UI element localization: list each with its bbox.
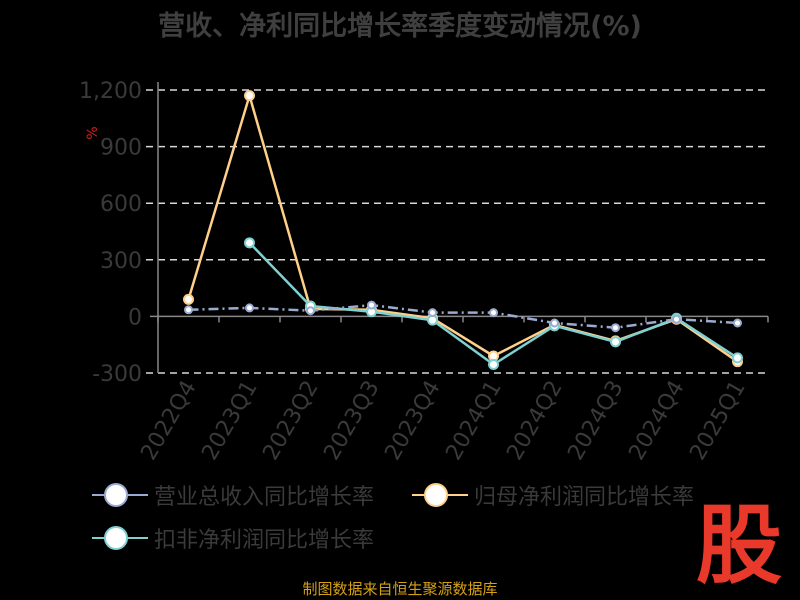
legend-item-deducted-profit[interactable]: 扣非净利润同比增长率: [92, 522, 374, 554]
legend-swatch-parent-profit-icon: [412, 483, 468, 507]
data-point: [611, 323, 620, 333]
legend-label-revenue: 营业总收入同比增长率: [154, 485, 375, 510]
legend-label-deducted-profit: 扣非净利润同比增长率: [154, 528, 375, 553]
data-point: [367, 300, 376, 310]
data-point: [306, 306, 315, 316]
data-point: [184, 305, 193, 315]
series-line-2: [248, 241, 739, 366]
data-point: [672, 314, 681, 324]
y-axis-label: %: [85, 126, 101, 139]
brand-logo: 股: [696, 496, 782, 596]
y-tick-label: 1,200: [79, 79, 142, 104]
x-tick-label: 2023Q1: [197, 377, 262, 465]
legend-item-revenue[interactable]: 营业总收入同比增长率: [92, 479, 374, 511]
data-point: [245, 303, 254, 313]
data-point: [183, 293, 194, 305]
data-point: [732, 352, 743, 364]
data-point: [428, 308, 437, 318]
x-tick-label: 2024Q2: [502, 377, 567, 465]
y-tick-label: 0: [128, 305, 142, 330]
y-tick-label: 900: [100, 136, 142, 161]
data-point: [733, 318, 742, 328]
data-point: [488, 359, 499, 371]
x-tick-label: 2024Q3: [563, 377, 628, 465]
data-point: [489, 308, 498, 318]
x-tick-label: 2023Q4: [380, 377, 445, 465]
data-point: [550, 318, 559, 328]
x-tick-label: 2022Q4: [136, 377, 201, 465]
y-tick-label: 300: [100, 249, 142, 274]
x-tick-label: 2023Q2: [258, 377, 323, 465]
legend-swatch-revenue-icon: [92, 483, 148, 507]
legend-label-parent-profit: 归母净利润同比增长率: [474, 485, 695, 510]
data-point: [244, 90, 255, 102]
series-line-0: [188, 303, 738, 329]
data-point: [610, 336, 621, 348]
chart-title: 营收、净利同比增长率季度变动情况(%): [158, 11, 642, 42]
x-tick-label: 2024Q4: [624, 377, 689, 465]
legend-item-parent-profit[interactable]: 归母净利润同比增长率: [412, 479, 694, 511]
x-tick-label: 2025Q1: [685, 377, 750, 465]
y-tick-label: 600: [100, 192, 142, 217]
x-tick-label: 2023Q3: [319, 377, 384, 465]
data-source: 制图数据来自恒生聚源数据库: [302, 580, 498, 598]
y-tick-label: -300: [92, 362, 142, 387]
x-tick-label: 2024Q1: [441, 377, 506, 465]
data-point: [244, 237, 255, 249]
legend-swatch-deducted-profit-icon: [92, 526, 148, 550]
